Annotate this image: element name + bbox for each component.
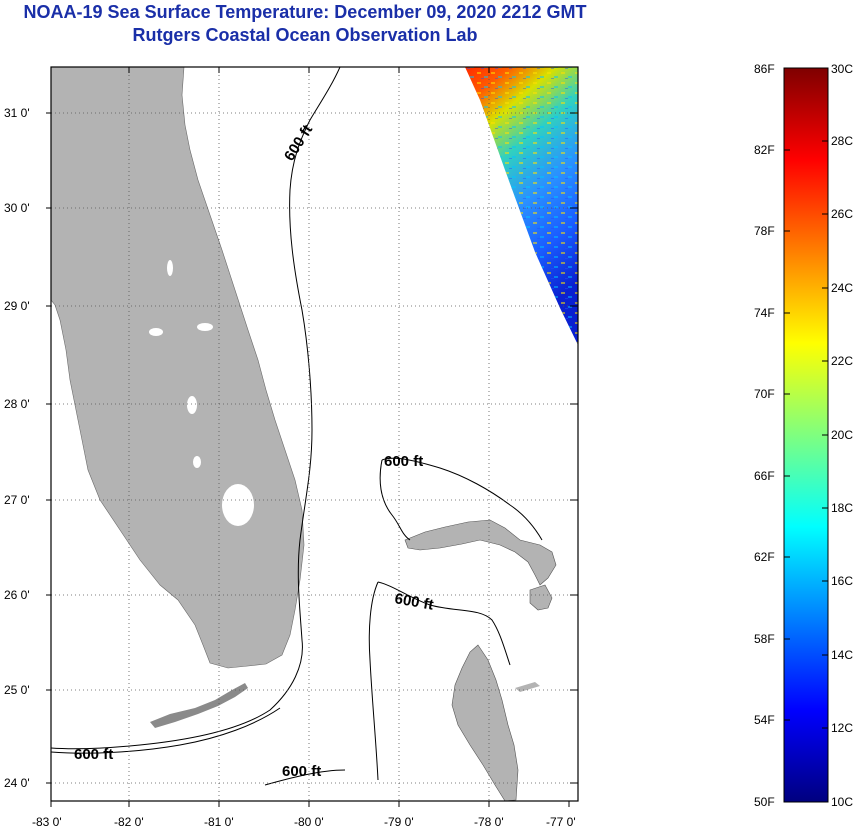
lat-label: 25 0'	[4, 683, 30, 697]
contour-label-gulf: 600 ft	[74, 746, 113, 763]
colorbar-c-label: 30C	[831, 62, 853, 76]
colorbar-f-label: 74F	[754, 306, 775, 320]
lat-label: 26 0'	[4, 588, 30, 602]
isobath-florida-east	[51, 67, 341, 750]
lake	[193, 456, 201, 468]
lat-label: 30 0'	[4, 201, 30, 215]
colorbar-c-label: 10C	[831, 795, 853, 809]
map-subtitle: Rutgers Coastal Ocean Observation Lab	[132, 25, 478, 45]
contour-label-south: 600 ft	[282, 763, 321, 780]
map-frame	[50, 66, 579, 802]
lon-label: -82 0'	[114, 815, 144, 829]
contour-label-little-bahama: 600 ft	[384, 453, 423, 470]
abaco-land	[529, 584, 553, 611]
isobath-little-bahama	[379, 457, 543, 541]
lon-label: -77 0'	[546, 815, 576, 829]
lon-label: -80 0'	[294, 815, 324, 829]
lat-label: 27 0'	[4, 493, 30, 507]
colorbar-c-label: 22C	[831, 354, 853, 368]
colorbar-c-label: 28C	[831, 134, 853, 148]
isobath-great-bahama	[368, 581, 511, 781]
colorbar-f-label: 82F	[754, 143, 775, 157]
colorbar-gradient	[783, 67, 829, 803]
colorbar-c-label: 18C	[831, 501, 853, 515]
map-title: NOAA-19 Sea Surface Temperature: Decembe…	[23, 2, 587, 22]
lon-label: -78 0'	[474, 815, 504, 829]
colorbar: 86F 82F 78F 74F 70F 66F 62F 58F 54F 50F …	[754, 62, 853, 809]
lon-label: -81 0'	[204, 815, 234, 829]
colorbar-c-label: 24C	[831, 281, 853, 295]
colorbar-f-label: 50F	[754, 795, 775, 809]
colorbar-f-label: 58F	[754, 632, 775, 646]
lake-okeechobee	[222, 484, 254, 526]
colorbar-c-label: 14C	[831, 648, 853, 662]
florida-keys	[150, 683, 248, 728]
lat-label: 24 0'	[4, 776, 30, 790]
colorbar-f-label: 62F	[754, 550, 775, 564]
axis-ticks	[46, 67, 578, 807]
colorbar-f-label: 70F	[754, 387, 775, 401]
colorbar-f-label: 86F	[754, 62, 775, 76]
contour-label-great-bahama: 600 ft	[393, 590, 435, 614]
lat-label: 29 0'	[4, 299, 30, 313]
sst-swath-speckle	[465, 67, 578, 345]
lon-label: -83 0'	[32, 815, 62, 829]
lake	[187, 396, 197, 414]
andros-land	[451, 644, 519, 801]
colorbar-c-label: 16C	[831, 574, 853, 588]
colorbar-c-label: 26C	[831, 207, 853, 221]
colorbar-f-label: 66F	[754, 469, 775, 483]
lat-label: 31 0'	[4, 106, 30, 120]
colorbar-c-label: 20C	[831, 428, 853, 442]
lake	[167, 260, 173, 276]
colorbar-c-label: 12C	[831, 721, 853, 735]
isobath-florida-west	[51, 707, 281, 754]
grand-bahama-land	[404, 519, 557, 586]
lon-label: -79 0'	[384, 815, 414, 829]
colorbar-f-label: 78F	[754, 224, 775, 238]
lake	[197, 323, 213, 331]
lake	[149, 328, 163, 336]
lat-label: 28 0'	[4, 397, 30, 411]
isobath-south	[264, 769, 346, 786]
colorbar-ticks	[784, 140, 828, 729]
colorbar-f-label: 54F	[754, 713, 775, 727]
bahamas-cays	[515, 682, 540, 692]
